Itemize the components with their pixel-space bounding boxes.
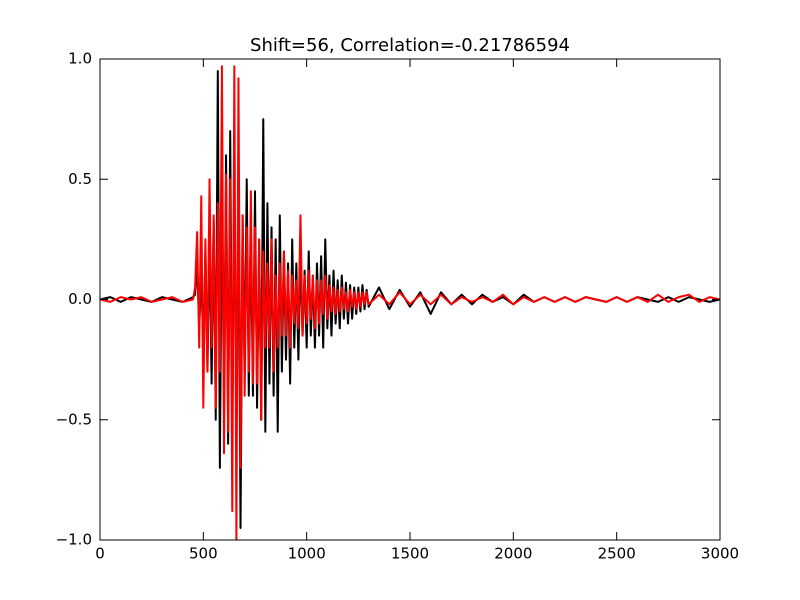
x-tick-label: 2000 (494, 545, 532, 563)
x-tick-label: 2500 (598, 545, 636, 563)
x-tick-label: 1500 (391, 545, 429, 563)
x-tick-label: 3000 (701, 545, 739, 563)
y-tick-label: −0.5 (56, 410, 92, 428)
y-tick-label: 1.0 (68, 50, 92, 68)
chart-title: Shift=56, Correlation=-0.21786594 (250, 35, 570, 56)
y-tick-label: −1.0 (56, 531, 92, 549)
x-tick-label: 0 (95, 545, 105, 563)
y-tick-label: 0.5 (68, 170, 92, 188)
series-line (100, 65, 720, 540)
y-tick-label: 0.0 (68, 290, 92, 308)
x-tick-label: 1000 (288, 545, 326, 563)
x-tick-label: 500 (189, 545, 218, 563)
